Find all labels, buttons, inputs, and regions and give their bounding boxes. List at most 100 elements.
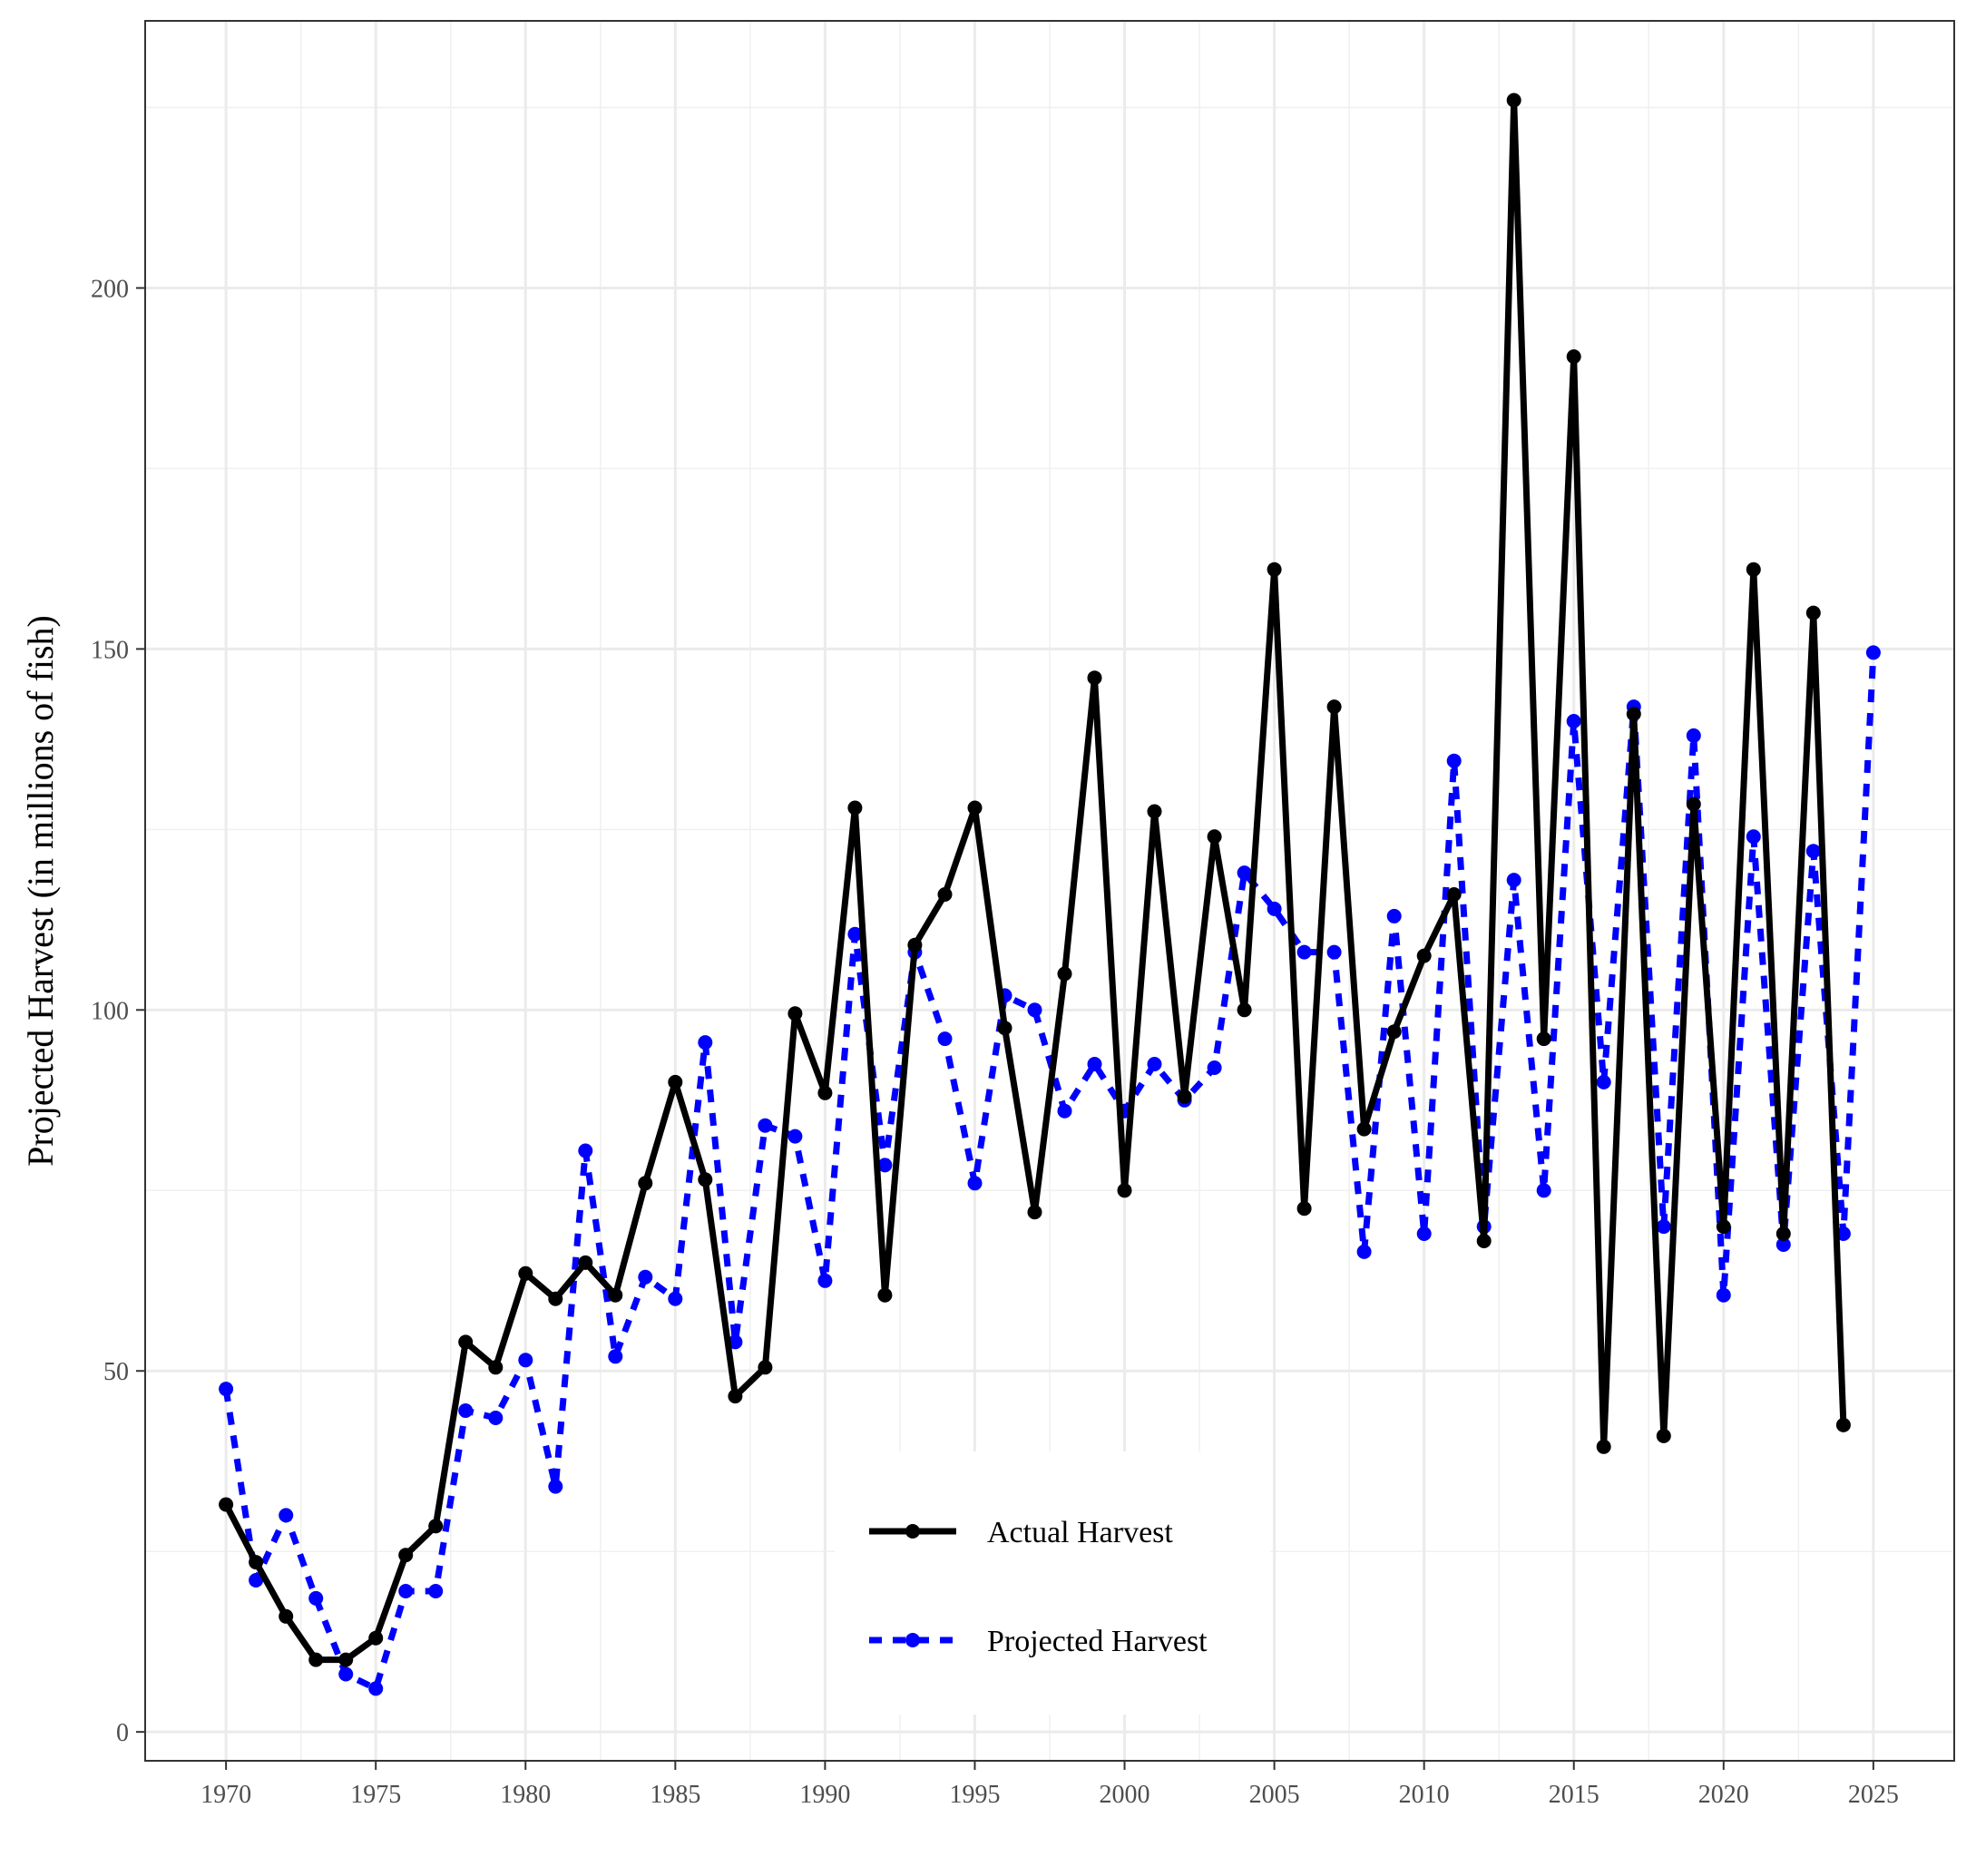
data-point-actual-harvest [1117,1183,1132,1198]
data-point-actual-harvest [997,1021,1012,1036]
y-axis: 0 50 100 150 200 [91,275,145,1747]
data-point-actual-harvest [787,1006,803,1021]
data-point-actual-harvest [1835,1417,1851,1432]
data-point-actual-harvest [1476,1234,1492,1248]
data-point-actual-harvest [1326,699,1342,715]
data-point-projected-harvest [428,1584,444,1598]
y-tick-label: 0 [116,1719,129,1747]
data-point-actual-harvest [518,1265,533,1281]
data-point-actual-harvest [758,1360,773,1375]
data-point-actual-harvest [668,1074,683,1089]
panel-border [144,20,1955,1762]
x-tick-label: 1975 [350,1781,401,1809]
data-point-actual-harvest [847,800,863,816]
data-point-projected-harvest [1416,1226,1432,1241]
data-point-actual-harvest [488,1360,504,1375]
data-point-actual-harvest [1386,1024,1402,1040]
data-point-actual-harvest [1177,1089,1192,1104]
legend-label-projected-harvest: Projected Harvest [987,1625,1208,1658]
data-point-actual-harvest [638,1176,653,1191]
data-point-projected-harvest [1207,1060,1222,1075]
data-point-projected-harvest [1775,1237,1791,1252]
data-point-projected-harvest [249,1573,264,1588]
data-point-actual-harvest [219,1497,234,1512]
data-point-actual-harvest [1057,966,1072,982]
legend-item-projected-harvest: Projected Harvest [869,1625,1208,1658]
data-point-projected-harvest [608,1349,623,1364]
data-point-actual-harvest [548,1291,563,1306]
data-point-actual-harvest [698,1172,713,1187]
data-point-projected-harvest [967,1176,983,1191]
data-point-actual-harvest [728,1389,743,1404]
data-point-actual-harvest [1207,829,1222,845]
data-point-projected-harvest [1746,829,1761,845]
data-point-projected-harvest [1865,645,1881,660]
data-point-actual-harvest [1237,1002,1252,1018]
data-point-actual-harvest [817,1085,833,1100]
x-tick-label: 2025 [1848,1781,1899,1809]
data-point-projected-harvest [758,1118,773,1133]
data-point-actual-harvest [907,937,923,953]
data-point-actual-harvest [1656,1428,1671,1443]
data-point-projected-harvest [1326,944,1342,960]
major-gridlines [145,21,1954,1761]
data-point-projected-harvest [1536,1183,1551,1198]
data-point-actual-harvest [1087,670,1102,686]
data-point-actual-harvest [967,800,983,816]
x-tick-label: 2000 [1100,1781,1150,1809]
data-point-actual-harvest [1147,804,1162,819]
data-point-projected-harvest [1835,1226,1851,1241]
data-point-actual-harvest [877,1287,893,1303]
legend-background [835,1451,1270,1715]
data-point-actual-harvest [937,887,953,902]
data-point-actual-harvest [1596,1439,1611,1454]
data-point-actual-harvest [308,1652,324,1667]
data-point-projected-harvest [1057,1103,1072,1119]
data-point-actual-harvest [1746,562,1761,577]
data-point-projected-harvest [458,1403,474,1418]
data-point-projected-harvest [219,1382,234,1397]
data-point-projected-harvest [668,1291,683,1306]
data-point-projected-harvest [308,1590,324,1606]
data-point-projected-harvest [1386,908,1402,923]
data-point-projected-harvest [1356,1244,1372,1259]
data-point-projected-harvest [1686,728,1701,743]
data-point-projected-harvest [1087,1057,1102,1071]
data-point-actual-harvest [1506,93,1521,108]
data-point-projected-harvest [1027,1002,1042,1018]
y-tick-label: 200 [91,275,129,303]
x-tick-label: 2015 [1549,1781,1599,1809]
data-point-actual-harvest [1446,887,1462,902]
series-projected-harvest [219,645,1881,1696]
data-point-projected-harvest [787,1129,803,1144]
data-point-actual-harvest [1686,796,1701,812]
data-point-actual-harvest [1027,1205,1042,1220]
x-tick-label: 1990 [799,1781,850,1809]
data-point-actual-harvest [1626,707,1641,721]
x-tick-label: 2010 [1399,1781,1450,1809]
data-point-projected-harvest [1446,753,1462,768]
data-point-actual-harvest [1805,605,1821,620]
data-point-projected-harvest [338,1666,354,1682]
data-point-projected-harvest [1805,844,1821,859]
data-point-actual-harvest [1716,1219,1731,1235]
data-point-projected-harvest [817,1273,833,1288]
data-point-projected-harvest [877,1158,893,1173]
data-point-projected-harvest [488,1411,504,1425]
data-point-projected-harvest [548,1479,563,1494]
series-line-projected-harvest [222,652,1877,1692]
y-tick-label: 100 [91,997,129,1025]
data-point-projected-harvest [698,1035,713,1050]
data-point-projected-harvest [518,1353,533,1368]
data-point-actual-harvest [1296,1201,1312,1216]
x-tick-label: 2005 [1249,1781,1300,1809]
data-point-actual-harvest [1267,562,1282,577]
data-point-projected-harvest [398,1584,414,1598]
x-tick-label: 1985 [650,1781,700,1809]
data-point-actual-harvest [1356,1121,1372,1137]
data-point-projected-harvest [728,1334,743,1350]
data-point-actual-harvest [578,1255,593,1270]
legend-marker-actual-harvest [905,1524,920,1539]
legend-item-actual-harvest: Actual Harvest [869,1516,1173,1549]
